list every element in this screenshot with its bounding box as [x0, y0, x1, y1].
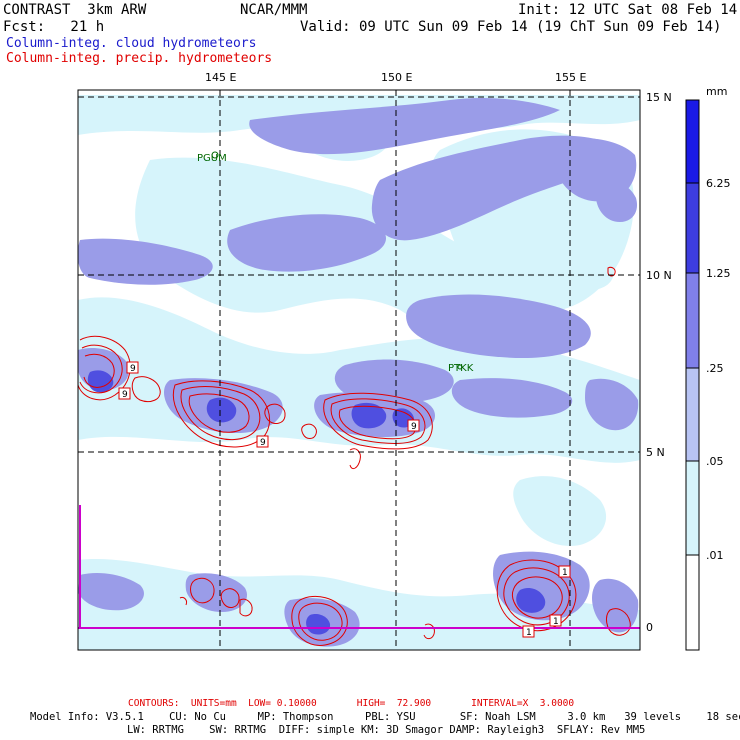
station-marker-ptkk	[457, 364, 463, 370]
cloud-hydrometeor-fill	[78, 95, 640, 650]
field-cloud-label: Column-integ. cloud hydrometeors	[6, 36, 257, 51]
contour-label: 9	[130, 364, 136, 374]
contour-label-box	[549, 614, 562, 627]
colorbar-swatch-3	[686, 273, 699, 368]
station-label-pgum: PGUM	[197, 153, 227, 164]
colorbar-swatch-6	[686, 555, 699, 650]
lon-label-155: 155 E	[555, 71, 587, 84]
contour-label: 1	[562, 568, 568, 578]
station-label-ptkk: PTKK	[448, 363, 474, 374]
colorbar-level-0-05: .05	[706, 455, 724, 468]
org-label: NCAR/MMM	[240, 2, 308, 18]
forecast-hour: Fcst: 21 h	[3, 19, 105, 35]
colorbar	[685, 99, 700, 651]
contour-label-box	[256, 435, 269, 448]
station-marker-pgum	[211, 151, 219, 159]
contour-label: 9	[122, 390, 128, 400]
colorbar-swatch-5	[686, 461, 699, 555]
colorbar-level-0-25: .25	[706, 362, 724, 375]
graticule	[78, 90, 640, 650]
colorbar-frame	[685, 99, 700, 651]
contour-label-box	[126, 361, 139, 374]
colorbar-swatch-4	[686, 368, 699, 461]
field-precip-label: Column-integ. precip. hydrometeors	[6, 51, 273, 66]
model-info-line2: LW: RRTMG SW: RRTMG DIFF: simple KM: 3D …	[127, 724, 646, 736]
contour-label: 1	[553, 617, 559, 627]
contour-label-box	[522, 625, 535, 638]
lat-label-10n: 10 N	[646, 269, 672, 282]
map-frame	[77, 89, 641, 651]
contour-label-box	[558, 565, 571, 578]
contour-info: CONTOURS: UNITS=mm LOW= 0.10000 HIGH= 72…	[128, 698, 575, 709]
valid-time: Valid: 09 UTC Sun 09 Feb 14 (19 ChT Sun …	[300, 19, 722, 35]
precip-contours	[78, 266, 631, 646]
colorbar-swatch-1	[686, 100, 699, 183]
init-time: Init: 12 UTC Sat 08 Feb 14	[518, 2, 738, 18]
lat-label-5n: 5 N	[646, 446, 665, 459]
contour-label-box	[118, 387, 131, 400]
contour-label-box	[407, 419, 420, 432]
model-title: CONTRAST 3km ARW	[3, 2, 147, 18]
contour-label: 1	[526, 628, 532, 638]
lat-label-0: 0	[646, 621, 653, 634]
colorbar-level-0-01: .01	[706, 549, 724, 562]
model-info-line1: Model Info: V3.5.1 CU: No Cu MP: Thompso…	[30, 711, 740, 723]
lon-label-150: 150 E	[381, 71, 413, 84]
lat-label-15n: 15 N	[646, 91, 672, 104]
colorbar-unit: mm	[706, 85, 728, 98]
lon-label-145: 145 E	[205, 71, 237, 84]
colorbar-swatch-2	[686, 183, 699, 273]
contour-label: 9	[260, 438, 266, 448]
colorbar-level-1-25: 1.25	[706, 267, 731, 280]
colorbar-level-6-25: 6.25	[706, 177, 731, 190]
contour-label: 9	[411, 422, 417, 432]
